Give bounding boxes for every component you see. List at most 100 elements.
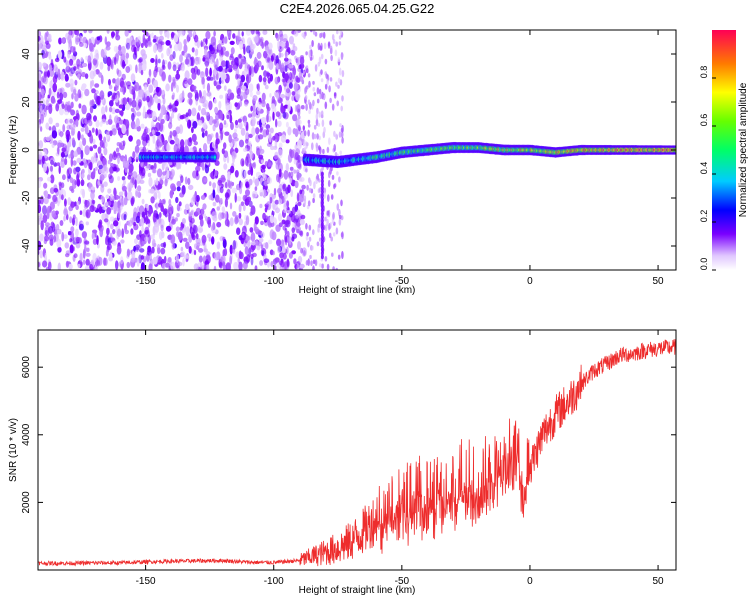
spectrogram-cell: [147, 172, 152, 178]
spectrogram-cell: [78, 93, 82, 98]
spectrogram-cell: [266, 114, 269, 123]
spectrogram-cell: [47, 33, 52, 41]
spectrogram-cell: [166, 144, 171, 152]
spectrogram-cell: [245, 138, 249, 144]
spectrogram-cell: [72, 124, 76, 129]
spectrogram-cell: [225, 92, 228, 103]
spectrogram-cell: [190, 210, 194, 216]
spectrogram-cell: [269, 127, 274, 134]
spectrogram-cell: [218, 100, 222, 110]
spectrogram-cell: [248, 200, 253, 207]
spectrogram-cell: [103, 170, 108, 176]
spectrogram-cell: [246, 196, 250, 203]
spectrogram-cell: [237, 30, 241, 40]
spectrogram-cell: [51, 130, 58, 139]
spectrogram-cell: [299, 193, 304, 203]
spectrogram-cell: [98, 206, 103, 214]
spectrogram-cell: [278, 51, 282, 59]
spectrogram-cell: [156, 168, 163, 178]
spectrogram-cell: [316, 133, 319, 140]
spectrogram-cell: [307, 200, 311, 207]
spectrogram-cell: [252, 161, 257, 169]
spectrogram-cell: [234, 102, 238, 108]
spectrogram-cell: [80, 127, 85, 132]
spectrogram-cell: [201, 207, 205, 217]
spectrogram-cell: [102, 205, 106, 210]
spectrogram-cell: [172, 92, 176, 98]
spectrogram-cell: [255, 171, 261, 179]
spectrogram-cell: [182, 237, 188, 242]
spectrogram-cell: [249, 66, 252, 76]
spectrogram-cell: [159, 30, 163, 35]
spectrogram-cell: [282, 111, 287, 119]
spectrogram-cell: [280, 102, 284, 113]
spectrogram-cell: [244, 88, 250, 96]
spectrogram-cell: [86, 112, 92, 121]
spectrogram-cell: [245, 189, 250, 197]
spectrogram-cell: [95, 166, 98, 171]
x-tick-label: -50: [395, 276, 410, 287]
spectrogram-cell: [165, 40, 171, 46]
spectrogram-cell: [81, 231, 87, 239]
spectrogram-cell: [121, 176, 126, 181]
spectrogram-cell: [225, 50, 230, 58]
spectrogram-cell: [200, 195, 206, 200]
spectrogram-cell: [294, 152, 299, 161]
spectrogram-cell: [105, 194, 110, 200]
spectrogram-cell: [108, 106, 113, 113]
spectrogram-cell: [143, 236, 150, 242]
spectrogram-cell: [74, 93, 79, 102]
spectrogram-cell: [320, 239, 324, 245]
spectrogram-cell: [69, 244, 74, 254]
spectrogram-cell: [169, 130, 173, 139]
spectrogram-cell: [147, 245, 152, 253]
spectrogram-cell: [234, 119, 239, 126]
spectrogram-cell: [125, 103, 130, 111]
spectrogram-cell: [320, 203, 324, 209]
spectrogram-cell: [219, 197, 223, 204]
spectrogram-cell: [270, 55, 274, 63]
spectrogram-cell: [184, 176, 188, 185]
spectrogram-cell: [319, 33, 322, 39]
spectrogram-cell: [79, 42, 84, 47]
spectrogram-cell: [337, 254, 341, 260]
spectrogram-cell: [77, 130, 81, 141]
spectrogram-cell: [93, 115, 97, 122]
spectrogram-cell: [195, 233, 199, 240]
spectrogram-cell: [176, 84, 179, 93]
spectrogram-cell: [279, 260, 283, 266]
spectrogram-cell: [251, 126, 256, 137]
spectrogram-cell: [320, 185, 324, 191]
spectrogram-cell: [118, 191, 124, 196]
spectrogram-cell: [70, 157, 74, 167]
spectrogram-cell: [40, 220, 44, 231]
spectrogram-cell: [250, 166, 254, 177]
spectrogram-cell: [156, 213, 160, 220]
spectrogram-cell: [72, 214, 76, 220]
spectrogram-cell: [68, 30, 73, 36]
spectrogram-cell: [132, 52, 138, 60]
spectrogram-cell: [54, 57, 60, 63]
spectrogram-cell: [180, 30, 185, 37]
spectrogram-cell: [152, 256, 158, 265]
spectrogram-cell: [240, 74, 246, 83]
spectrogram-cell: [220, 46, 226, 52]
spectrogram-cell: [288, 63, 294, 69]
spectrogram-cell: [123, 213, 127, 221]
spectrogram-cell: [169, 189, 174, 199]
spectrogram-cell: [223, 142, 227, 150]
spectrogram-cell: [258, 154, 264, 160]
spectrogram-cell: [44, 190, 49, 199]
spectrogram-cell: [325, 73, 329, 79]
spectrogram-cell: [143, 105, 146, 115]
spectrogram-cell: [57, 146, 60, 155]
spectrogram-cell: [323, 187, 327, 194]
spectrogram-cell: [318, 56, 322, 65]
spectrogram-cell: [293, 169, 297, 174]
spectrogram-cell: [279, 252, 284, 259]
spectrogram-cell: [80, 188, 84, 195]
spectrogram-cell: [284, 65, 288, 73]
spectrogram-cell: [214, 49, 218, 54]
spectrogram-cell: [291, 91, 296, 96]
spectrogram-cell: [51, 142, 55, 148]
